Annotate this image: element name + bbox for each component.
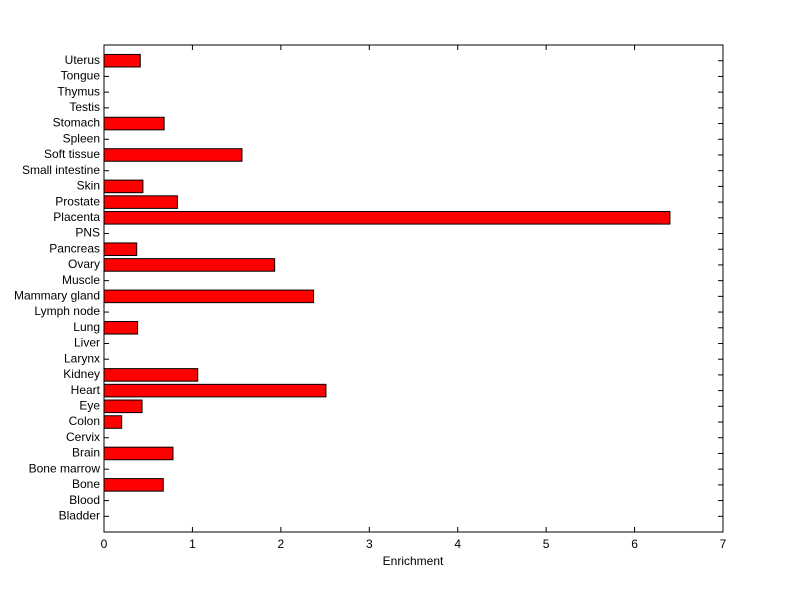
y-tick-label: Bone marrow xyxy=(29,461,101,475)
y-tick-label: Larynx xyxy=(64,351,100,365)
bar xyxy=(103,116,165,131)
bar xyxy=(103,383,327,398)
y-tick-label: Ovary xyxy=(68,257,100,271)
y-tick-label: Lymph node xyxy=(34,304,100,318)
y-tick-label: Tongue xyxy=(61,69,101,83)
y-tick-label: Muscle xyxy=(62,273,100,287)
plot-frame xyxy=(103,44,724,533)
bar xyxy=(103,415,123,429)
bar xyxy=(103,179,144,194)
plot-area xyxy=(104,45,723,532)
x-tick-label: 3 xyxy=(366,537,373,551)
y-tick-label: Thymus xyxy=(57,84,100,98)
x-tick-label: 6 xyxy=(631,537,638,551)
bar xyxy=(103,478,164,492)
bar xyxy=(103,320,139,335)
y-tick-label: Brain xyxy=(72,446,100,460)
y-tick-label: Testis xyxy=(69,100,100,114)
y-tick-label: Placenta xyxy=(53,210,100,224)
y-tick-label: Cervix xyxy=(66,430,100,444)
bar xyxy=(103,195,178,209)
y-tick-label: Kidney xyxy=(63,367,100,381)
y-tick-label: Bone xyxy=(72,477,100,491)
y-tick-label: Small intestine xyxy=(22,163,100,177)
x-axis-label: Enrichment xyxy=(383,554,444,568)
y-tick-label: Uterus xyxy=(65,53,100,67)
y-tick-label: Mammary gland xyxy=(14,289,100,303)
y-tick-label: PNS xyxy=(75,226,100,240)
y-tick-label: Lung xyxy=(73,320,100,334)
y-tick-label: Eye xyxy=(79,398,100,412)
bar xyxy=(103,289,315,304)
y-tick-label: Heart xyxy=(71,383,101,397)
bar xyxy=(103,399,143,414)
y-tick-label: Pancreas xyxy=(49,241,100,255)
y-tick-label: Soft tissue xyxy=(44,147,100,161)
bar xyxy=(103,148,243,162)
bar xyxy=(103,242,138,257)
y-tick-label: Liver xyxy=(74,336,100,350)
y-tick-label: Bladder xyxy=(59,508,100,522)
y-tick-label: Skin xyxy=(77,179,100,193)
y-tick-label: Spleen xyxy=(63,131,100,145)
x-tick-label: 7 xyxy=(720,537,727,551)
y-tick-label: Colon xyxy=(69,414,100,428)
y-tick-label: Blood xyxy=(69,493,100,507)
x-tick-label: 4 xyxy=(454,537,461,551)
x-tick-label: 2 xyxy=(278,537,285,551)
bar xyxy=(103,53,141,68)
x-tick-label: 0 xyxy=(101,537,108,551)
y-tick-label: Prostate xyxy=(55,194,100,208)
x-tick-label: 1 xyxy=(189,537,196,551)
x-tick-label: 5 xyxy=(543,537,550,551)
bar xyxy=(103,211,671,225)
y-tick-label: Stomach xyxy=(53,116,100,130)
bar xyxy=(103,258,276,272)
bar xyxy=(103,368,199,382)
bar xyxy=(103,446,174,461)
